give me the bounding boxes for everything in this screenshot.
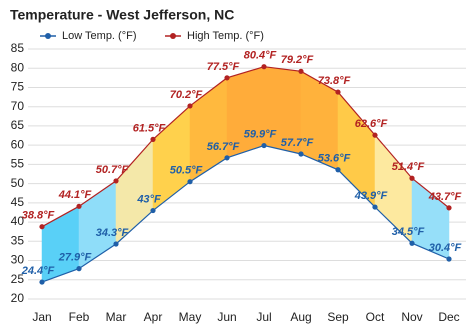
point	[39, 279, 45, 285]
y-tick-label: 55	[11, 157, 25, 171]
y-tick-label: 80	[11, 60, 25, 74]
y-tick-label: 45	[11, 195, 25, 209]
x-tick-label: Dec	[438, 310, 459, 324]
x-tick-label: Jun	[217, 310, 236, 324]
value-label: 43.9°F	[354, 190, 388, 202]
legend-label: Low Temp. (°F)	[62, 30, 137, 42]
value-label: 34.3°F	[96, 227, 129, 239]
value-label: 59.9°F	[244, 128, 277, 140]
y-tick-label: 75	[11, 80, 25, 94]
y-tick-label: 60	[11, 137, 25, 151]
value-label: 62.6°F	[355, 118, 388, 130]
x-tick-label: Aug	[290, 310, 311, 324]
x-tick-label: Jul	[256, 310, 271, 324]
y-tick-label: 85	[11, 41, 25, 55]
value-label: 61.5°F	[133, 122, 166, 134]
point	[187, 179, 193, 185]
value-label: 43.7°F	[428, 191, 462, 203]
point	[298, 68, 304, 74]
legend-label: High Temp. (°F)	[187, 30, 264, 42]
y-tick-label: 25	[11, 272, 25, 286]
x-tick-label: Sep	[327, 310, 349, 324]
y-tick-label: 65	[11, 118, 25, 132]
value-label: 24.4°F	[21, 265, 55, 277]
y-tick-label: 35	[11, 233, 25, 247]
point	[113, 241, 119, 247]
point	[372, 204, 378, 210]
point	[261, 64, 267, 70]
x-tick-label: May	[179, 310, 202, 324]
point	[335, 89, 341, 95]
value-label: 56.7°F	[207, 141, 240, 153]
point	[446, 256, 452, 262]
x-tick-label: Mar	[106, 310, 127, 324]
x-tick-label: Oct	[366, 310, 385, 324]
y-tick-label: 30	[11, 253, 25, 267]
point	[150, 136, 156, 142]
point	[39, 224, 45, 230]
point	[187, 103, 193, 109]
x-tick-label: Jan	[32, 310, 51, 324]
point	[113, 178, 119, 184]
value-label: 73.8°F	[318, 75, 351, 87]
value-label: 50.7°F	[96, 164, 129, 176]
legend-marker	[170, 33, 176, 39]
value-label: 50.5°F	[170, 165, 203, 177]
point	[224, 155, 230, 161]
point	[76, 266, 82, 272]
value-label: 77.5°F	[207, 61, 240, 73]
series-line	[41, 66, 450, 228]
series-line	[41, 144, 450, 283]
value-label: 38.8°F	[22, 210, 55, 222]
x-tick-label: Apr	[144, 310, 163, 324]
value-label: 43°F	[136, 193, 161, 205]
legend-marker	[45, 33, 51, 39]
y-tick-label: 50	[11, 176, 25, 190]
y-tick-label: 70	[11, 99, 25, 113]
point	[372, 132, 378, 138]
point	[409, 240, 415, 246]
y-tick-label: 20	[11, 291, 25, 305]
value-label: 70.2°F	[170, 89, 203, 101]
value-label: 27.9°F	[58, 252, 92, 264]
chart-title: Temperature - West Jefferson, NC	[10, 7, 234, 23]
point	[261, 142, 267, 149]
value-label: 44.1°F	[58, 189, 92, 201]
x-tick-label: Nov	[401, 310, 422, 324]
y-tick-label: 40	[11, 214, 25, 228]
value-label: 34.5°F	[392, 226, 425, 238]
x-tick-label: Feb	[69, 310, 90, 324]
value-label: 51.4°F	[392, 161, 425, 173]
value-label: 79.2°F	[281, 54, 314, 66]
point	[298, 151, 304, 157]
point	[446, 205, 452, 211]
value-label: 80.4°F	[244, 50, 277, 62]
point	[76, 203, 82, 209]
point	[224, 75, 230, 81]
value-label: 57.7°F	[281, 137, 314, 149]
value-label: 53.6°F	[318, 153, 351, 165]
point	[150, 207, 156, 214]
point	[409, 175, 415, 181]
point	[335, 167, 341, 173]
value-label: 30.4°F	[429, 242, 462, 254]
